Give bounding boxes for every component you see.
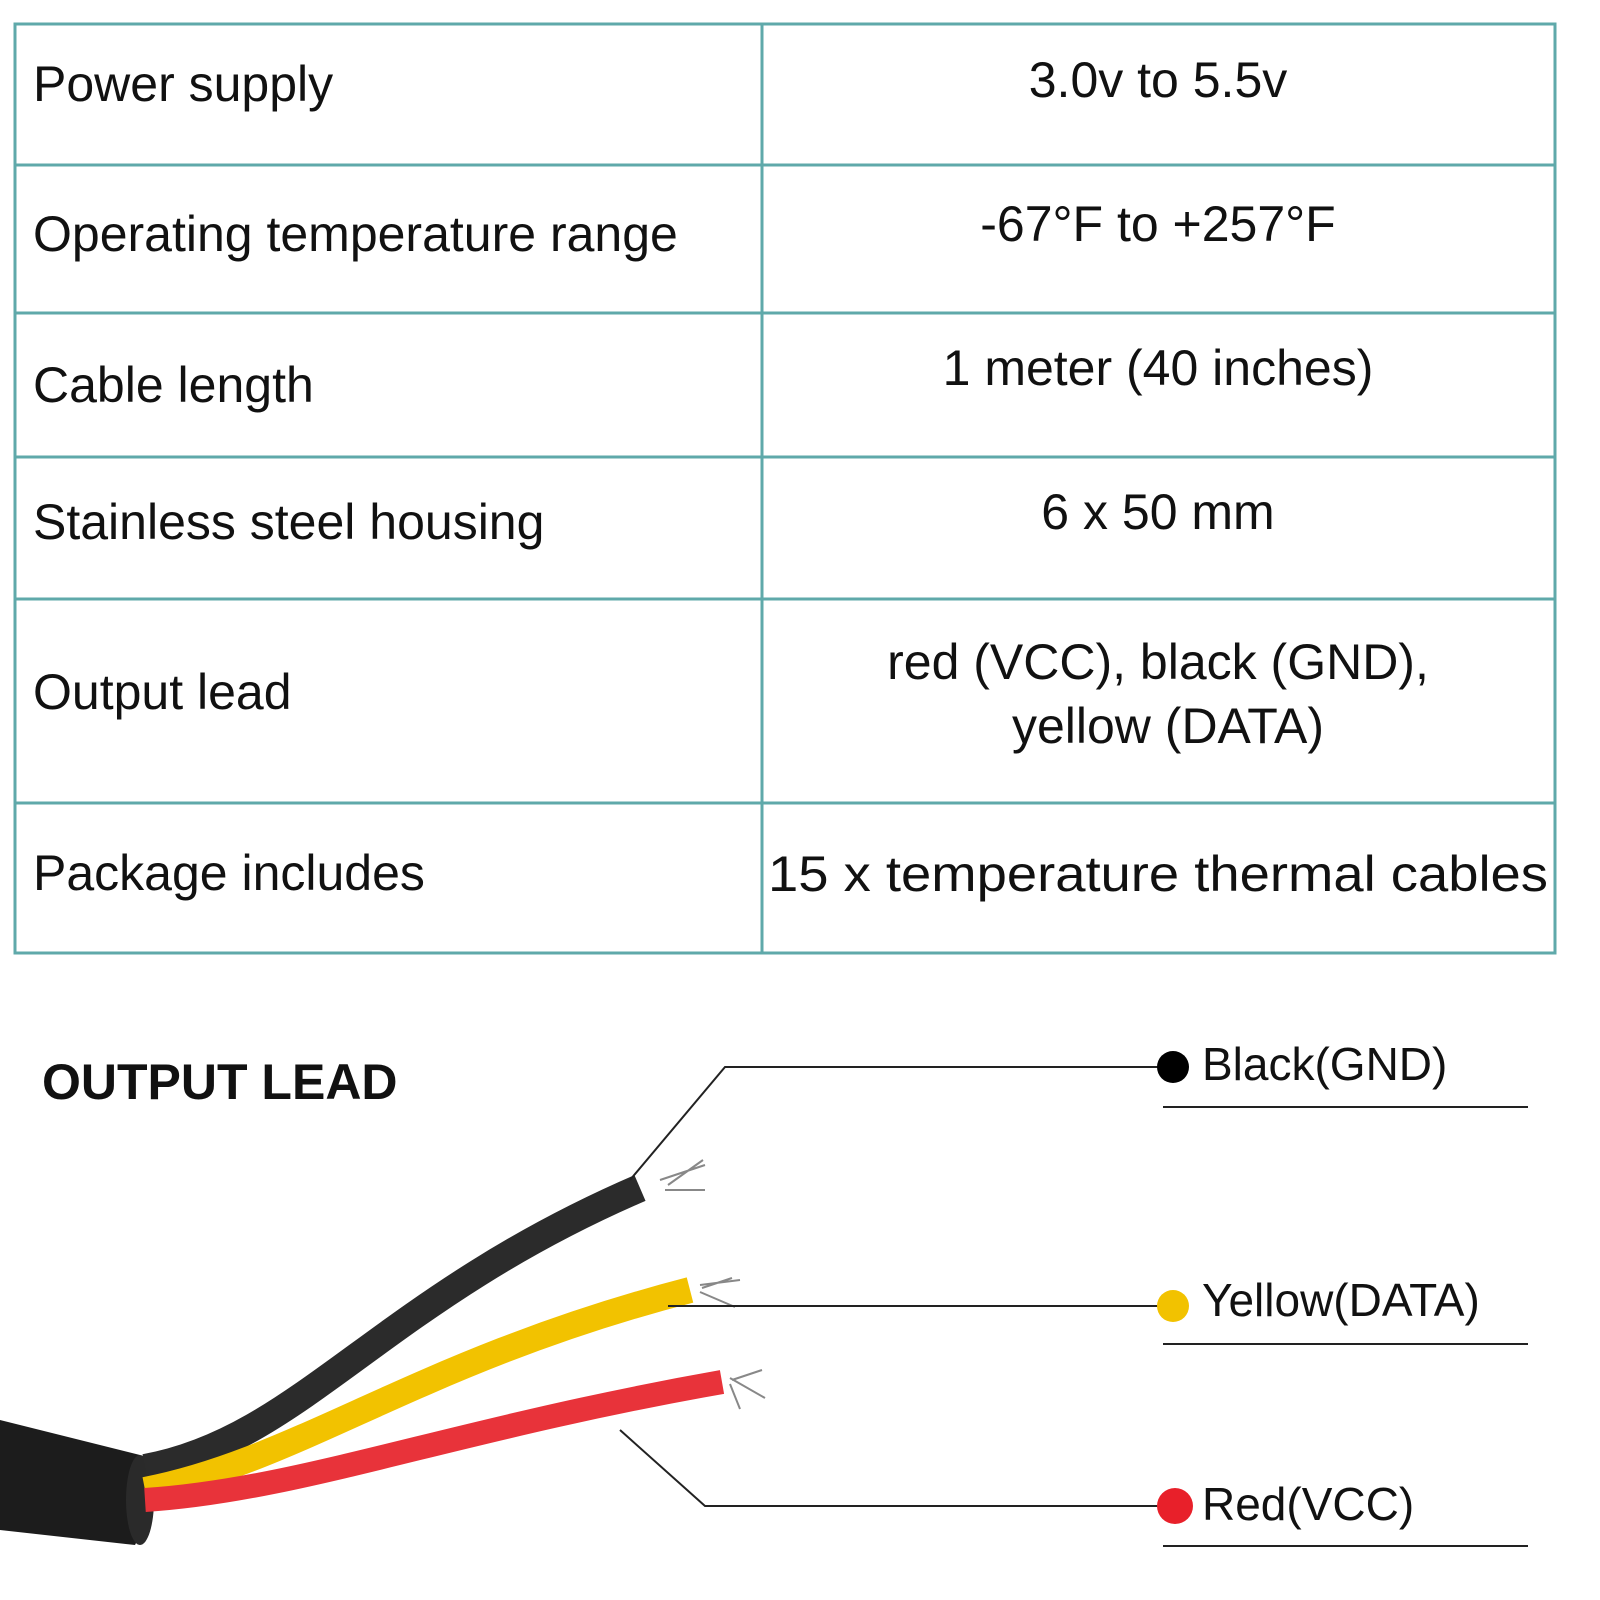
leader-line [619,1429,1170,1507]
row-value: -67°F to +257°F [980,196,1335,252]
wire-label: Black(GND) [1202,1038,1447,1090]
diagram-title: OUTPUT LEAD [42,1054,398,1110]
row-label: Output lead [33,664,292,720]
leader-line [629,1066,1170,1181]
color-dot [1157,1488,1193,1524]
row-value: 15 x temperature thermal cables [768,846,1548,902]
wire-label: Red(VCC) [1202,1478,1414,1530]
red-wire [144,1370,725,1512]
black-wire [142,1175,646,1482]
row-label: Stainless steel housing [33,494,544,550]
yellow-wire [142,1277,694,1503]
row-label: Power supply [33,56,333,112]
row-value: 1 meter (40 inches) [943,340,1374,396]
row-label: Package includes [33,845,425,901]
row-label: Operating temperature range [33,206,678,262]
row-value: 3.0v to 5.5v [1029,52,1288,108]
wire-diagram: OUTPUT LEAD Black(GND) Yellow(DATA) Red(… [0,1038,1528,1547]
row-label: Cable length [33,357,314,413]
wire-strands [659,1159,706,1191]
wire-strands [729,1369,766,1410]
wire-label: Yellow(DATA) [1202,1274,1480,1326]
row-value: 6 x 50 mm [1041,484,1274,540]
wire-strands [699,1277,741,1308]
row-value: yellow (DATA) [1012,698,1324,754]
row-value: red (VCC), black (GND), [887,634,1429,690]
table-border [13,22,1557,955]
cable-jacket [0,1420,149,1545]
color-dot [1157,1290,1189,1322]
spec-table: Power supply 3.0v to 5.5v Operating temp… [13,22,1557,955]
color-dot [1157,1051,1189,1083]
